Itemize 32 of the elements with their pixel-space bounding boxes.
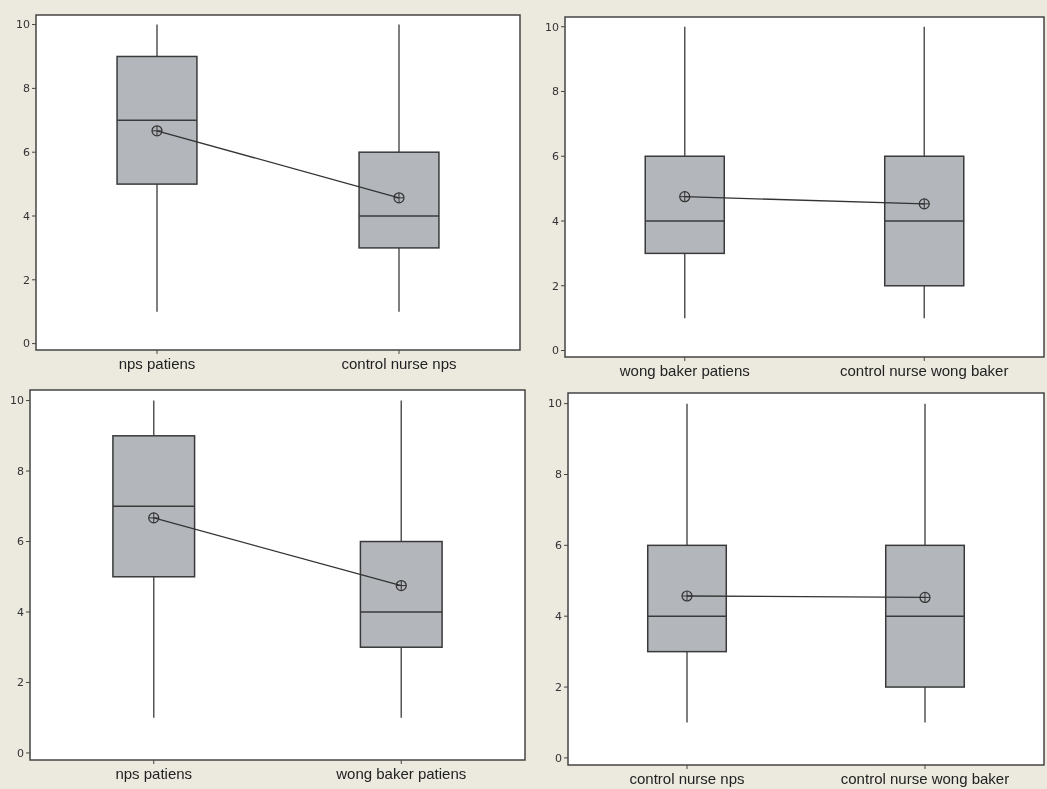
y-tick-label: 2 [555, 680, 562, 694]
y-tick-label: 0 [552, 344, 559, 358]
y-tick-label: 8 [23, 82, 30, 96]
y-tick-label: 4 [555, 610, 562, 624]
y-tick-label: 10 [548, 397, 562, 411]
x-tick-label: control nurse nps [629, 770, 745, 787]
y-tick-label: 8 [555, 468, 562, 482]
x-tick-label: control nurse wong baker [840, 362, 1009, 379]
x-tick-label: nps patiens [115, 765, 193, 782]
y-tick-label: 6 [555, 539, 562, 553]
x-tick-label: control nurse nps [341, 355, 457, 372]
y-tick-label: 4 [552, 214, 559, 228]
y-tick-label: 4 [23, 209, 30, 223]
y-tick-label: 8 [17, 464, 24, 478]
x-tick-label: control nurse wong baker [840, 770, 1010, 787]
y-tick-label: 10 [10, 394, 24, 408]
y-tick-label: 2 [17, 676, 24, 690]
x-tick-label: nps patiens [118, 355, 196, 372]
y-tick-label: 6 [17, 535, 24, 549]
y-tick-label: 4 [17, 605, 24, 619]
y-tick-label: 6 [23, 146, 30, 160]
y-tick-label: 0 [17, 746, 24, 760]
y-tick-label: 0 [23, 337, 30, 351]
y-tick-label: 2 [23, 273, 30, 287]
y-tick-label: 10 [16, 18, 30, 32]
y-tick-label: 8 [552, 85, 559, 99]
x-tick-label: wong baker patiens [618, 362, 750, 379]
y-tick-label: 10 [545, 20, 559, 34]
x-tick-label: wong baker patiens [335, 765, 467, 782]
y-tick-label: 6 [552, 150, 559, 164]
y-tick-label: 0 [555, 751, 562, 765]
y-tick-label: 2 [552, 279, 559, 293]
